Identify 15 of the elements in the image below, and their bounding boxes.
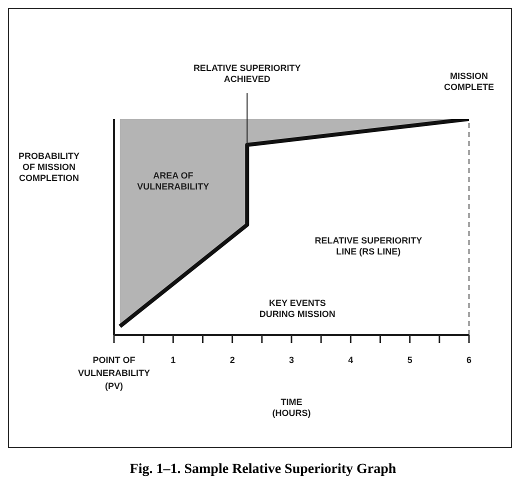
x-tick-label: 1: [170, 355, 176, 365]
y-axis-title: PROBABILITY OF MISSION COMPLETION: [18, 151, 80, 183]
annotation: AREA OF VULNERABILITY: [137, 170, 210, 192]
x-tick-label: 6: [466, 355, 472, 365]
annotation: RELATIVE SUPERIORITY LINE (RS LINE): [314, 235, 422, 256]
ref-line-label: MISSION COMPLETE: [444, 71, 494, 92]
x-axis-title: TIME (HOURS): [272, 397, 311, 418]
annotation: KEY EVENTS DURING MISSION: [259, 298, 336, 319]
annotation: RELATIVE SUPERIORITY ACHIEVED: [193, 63, 301, 84]
x-tick-label: 3: [288, 355, 294, 365]
x-tick-label: 5: [407, 355, 412, 365]
x-tick-label: 2: [230, 355, 235, 365]
x-tick-label: 4: [348, 355, 354, 365]
text: Fig. 1–1. Sample Relative Superiority Graph: [128, 462, 398, 478]
x-tick-label: POINT OF VULNERABILITY (PV): [78, 355, 150, 391]
